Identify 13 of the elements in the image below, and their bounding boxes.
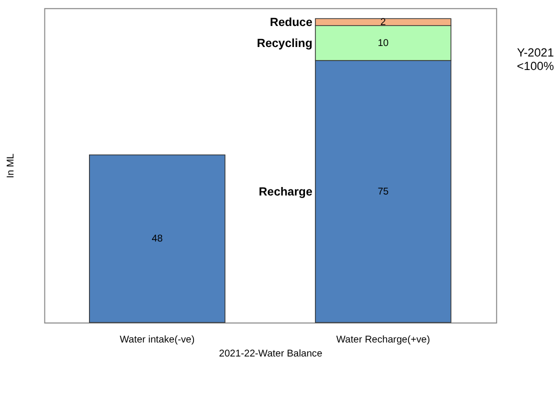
data-label: 75 [378,186,390,198]
x-axis-title: 2021-22-Water Balance [219,348,323,360]
series-label: Reduce [270,16,313,30]
series-label: Recharge [258,185,313,198]
bar [89,154,226,323]
data-label: 2 [380,17,386,28]
x-tick-label: Water intake(-ve) [120,334,195,346]
data-label: 10 [378,38,390,50]
y-axis-title: In ML [5,152,16,178]
x-tick-label: Water Recharge(+ve) [336,334,430,346]
series-label: Recycling [256,36,312,50]
text: Y-2021 <100% [516,46,554,74]
data-label: 48 [152,234,164,245]
